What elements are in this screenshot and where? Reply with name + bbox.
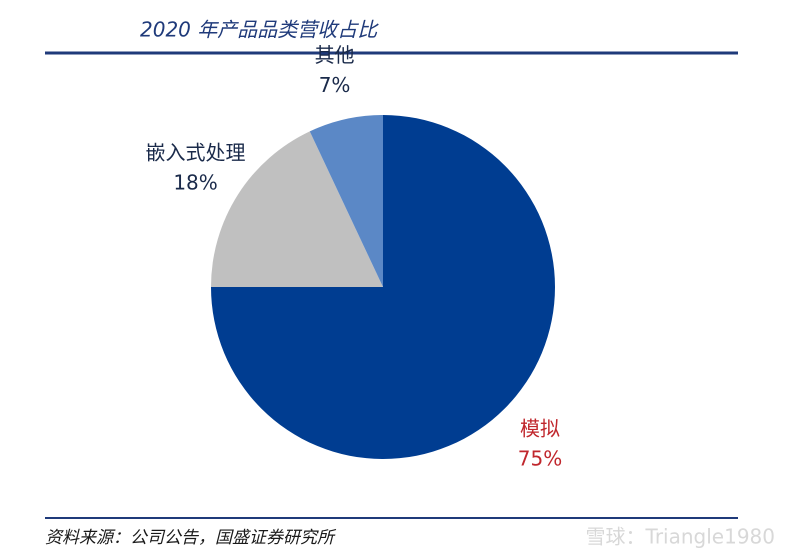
slice-value-label: 75% bbox=[518, 446, 562, 470]
slice-label: 嵌入式处理 bbox=[146, 141, 246, 165]
slice-label: 其他 bbox=[315, 43, 355, 67]
pie-slice bbox=[309, 115, 383, 287]
watermark: 雪球：Triangle1980 bbox=[586, 525, 775, 549]
pie-slice bbox=[211, 131, 383, 287]
source: 资料来源：公司公告，国盛证券研究所 bbox=[45, 528, 337, 548]
slice-label: 模拟 bbox=[520, 416, 560, 440]
slice-value-label: 18% bbox=[173, 171, 217, 195]
slice-value-label: 7% bbox=[319, 73, 351, 97]
chart-title: 2020 年产品品类营收占比 bbox=[140, 18, 379, 42]
